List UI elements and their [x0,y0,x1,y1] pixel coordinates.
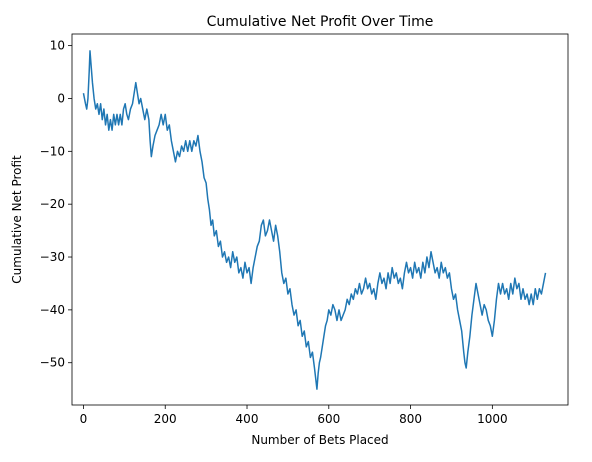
y-tick-label: −30 [40,250,65,264]
x-tick-label: 600 [317,412,340,426]
y-tick-label: 0 [57,91,65,105]
y-tick-label: −40 [40,303,65,317]
x-axis-ticks: 0 200 400 600 800 1000 [80,405,508,426]
chart-title: Cumulative Net Profit Over Time [207,14,434,30]
y-tick-label: −20 [40,197,65,211]
x-axis-label: Number of Bets Placed [251,433,388,447]
y-tick-label: −10 [40,144,65,158]
plot-frame [71,33,569,406]
y-axis-ticks: 10 0 −10 −20 −30 −40 −50 [40,39,72,370]
plot-area: 0 200 400 600 800 1000 10 0 −10 −20 −30 −40 −50 [40,33,569,426]
series-lines [82,50,547,390]
x-tick-label: 800 [399,412,422,426]
x-tick-label: 1000 [477,412,508,426]
y-tick-label: 10 [50,39,65,53]
y-axis-label: Cumulative Net Profit [10,155,24,284]
x-tick-label: 400 [236,412,259,426]
y-tick-label: −50 [40,356,65,370]
series-line-0 [82,50,547,390]
x-tick-label: 0 [80,412,88,426]
x-tick-label: 200 [154,412,177,426]
